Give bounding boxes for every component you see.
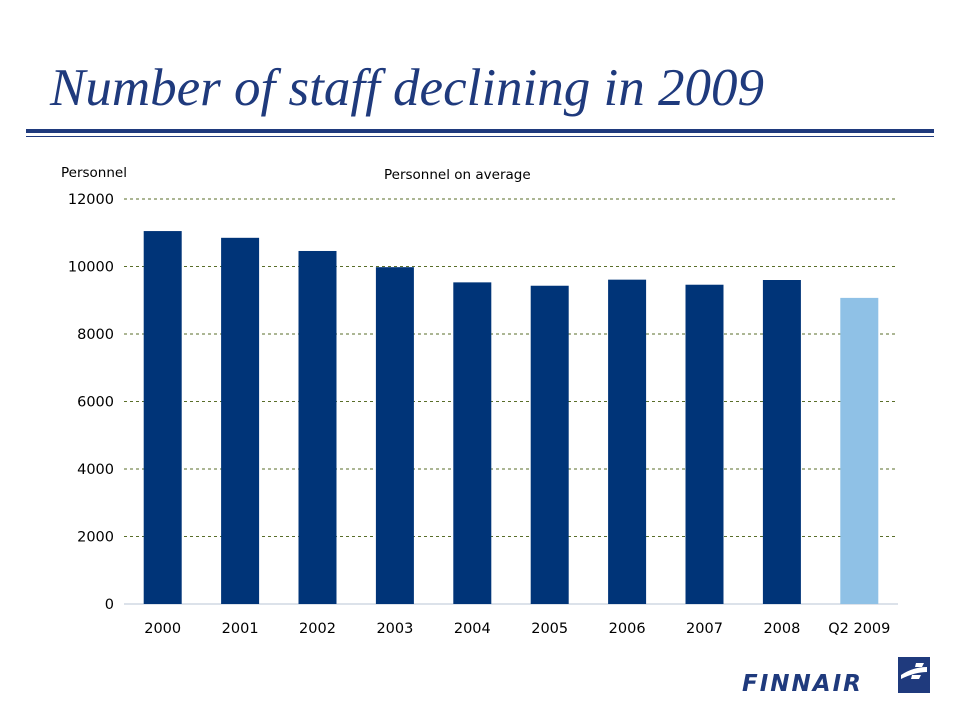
y-tick-label: 4000	[77, 462, 114, 478]
bar-2004	[453, 282, 492, 604]
bars	[143, 231, 879, 604]
chart-title: Personnel on average	[384, 167, 531, 183]
bar-q2-2009	[840, 297, 879, 604]
y-tick-label: 2000	[77, 530, 114, 546]
x-tick-label: 2001	[222, 621, 259, 637]
x-tick-label: 2003	[376, 621, 413, 637]
bar-2005	[530, 285, 569, 604]
title-underline-thin	[26, 136, 934, 137]
y-tick-label: 0	[105, 597, 114, 613]
y-tick-label: 12000	[68, 192, 114, 208]
y-tick-label: 10000	[68, 260, 114, 276]
bar-2002	[298, 250, 337, 604]
x-tick-label: 2002	[299, 621, 336, 637]
bar-2006	[608, 279, 647, 604]
x-tick-label: 2004	[454, 621, 491, 637]
x-tick-label: Q2 2009	[828, 621, 890, 637]
x-tick-label: 2008	[763, 621, 800, 637]
slide-title: Number of staff declining in 2009	[50, 59, 764, 117]
x-tick-label: 2006	[609, 621, 646, 637]
x-tick-label: 2007	[686, 621, 723, 637]
y-tick-label: 8000	[77, 327, 114, 343]
x-tick-label: 2000	[144, 621, 181, 637]
logo-wordmark: FINNAIR	[742, 671, 863, 695]
y-axis-title: Personnel	[61, 165, 127, 181]
title-underline-thick	[26, 129, 934, 133]
x-tick-label: 2005	[531, 621, 568, 637]
bar-2003	[375, 267, 414, 604]
finnair-logo: FINNAIR	[742, 657, 930, 695]
bar-2000	[143, 231, 182, 604]
bar-2007	[685, 284, 724, 604]
finnair-f-tail-logo-icon	[898, 657, 930, 693]
bar-2008	[762, 280, 801, 604]
y-tick-label: 6000	[77, 395, 114, 411]
bar-2001	[221, 237, 260, 604]
tick-labels: 0 2000 4000 6000 8000 10000 12000 2000 2001 2002 2…	[68, 192, 891, 637]
